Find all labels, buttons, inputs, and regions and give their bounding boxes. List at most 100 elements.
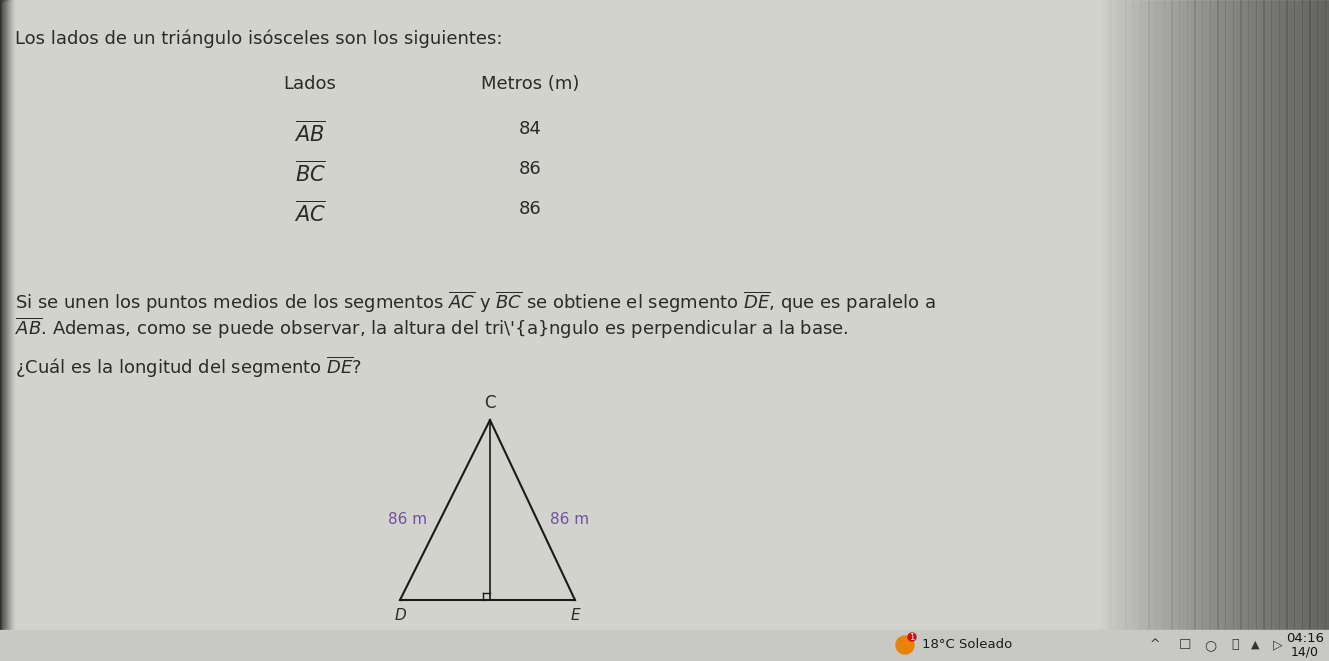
Bar	[1284, 0, 1285, 661]
Bar	[0, 0, 8, 661]
Bar	[0, 0, 3, 661]
Bar	[1305, 0, 1306, 661]
Bar	[1273, 0, 1275, 661]
Bar	[1280, 0, 1281, 661]
Bar	[1239, 0, 1241, 661]
Bar	[1288, 0, 1289, 661]
Bar	[0, 0, 8, 661]
Bar	[1212, 0, 1215, 661]
Bar	[1179, 0, 1180, 661]
Bar	[1294, 0, 1296, 661]
Bar	[1147, 0, 1148, 661]
Bar	[1110, 0, 1111, 661]
Bar	[1138, 0, 1139, 661]
Bar	[1205, 0, 1207, 661]
Bar	[1302, 0, 1304, 661]
Bar	[1163, 0, 1164, 661]
Text: 1: 1	[909, 633, 914, 641]
Bar	[1259, 0, 1260, 661]
Bar	[1286, 0, 1288, 661]
Bar	[1320, 0, 1321, 661]
Bar	[1208, 0, 1209, 661]
Bar	[1260, 0, 1261, 661]
Bar	[1261, 0, 1263, 661]
Bar	[1172, 0, 1174, 661]
Bar	[1298, 0, 1300, 661]
Bar	[1119, 0, 1122, 661]
Bar	[1297, 0, 1298, 661]
Bar	[0, 0, 3, 661]
Bar	[1300, 0, 1301, 661]
Bar	[1207, 0, 1208, 661]
Bar	[1244, 0, 1245, 661]
Bar	[0, 0, 11, 661]
Bar	[1212, 0, 1213, 661]
Bar	[1227, 0, 1228, 661]
Bar	[1114, 0, 1115, 661]
Text: ▲: ▲	[1251, 640, 1260, 650]
Bar	[0, 0, 1, 661]
Bar	[1243, 0, 1244, 661]
Bar	[1115, 0, 1116, 661]
Bar	[1256, 0, 1259, 661]
Bar	[1313, 0, 1314, 661]
Text: C: C	[484, 394, 496, 412]
Bar	[1268, 0, 1269, 661]
Bar	[1119, 0, 1120, 661]
Bar	[1159, 0, 1160, 661]
Bar	[1216, 0, 1217, 661]
Bar	[1310, 0, 1312, 661]
Text: 04:16: 04:16	[1286, 631, 1324, 644]
Bar	[0, 0, 7, 661]
Bar	[1184, 0, 1185, 661]
Bar	[1322, 0, 1324, 661]
Bar	[1123, 0, 1124, 661]
Bar	[0, 0, 5, 661]
Bar	[1221, 0, 1223, 661]
Bar	[1166, 0, 1167, 661]
Bar	[1187, 0, 1189, 661]
Bar	[1296, 0, 1297, 661]
Bar	[1120, 0, 1122, 661]
Bar	[1269, 0, 1271, 661]
Bar	[1265, 0, 1267, 661]
Bar	[1139, 0, 1140, 661]
Bar	[1185, 0, 1187, 661]
Bar	[0, 0, 4, 661]
Bar	[1281, 0, 1284, 661]
Bar	[1317, 0, 1318, 661]
Bar	[1235, 0, 1236, 661]
Bar	[1217, 0, 1219, 661]
Bar	[0, 0, 13, 661]
Bar	[1187, 0, 1188, 661]
Bar	[1204, 0, 1205, 661]
Bar	[1106, 0, 1107, 661]
Bar	[1128, 0, 1130, 661]
Bar	[1124, 0, 1126, 661]
Bar	[1278, 0, 1280, 661]
Bar	[1100, 0, 1102, 661]
Bar	[0, 0, 9, 661]
Text: Si se unen los puntos medios de los segmentos $\overline{AC}$ y $\overline{BC}$ : Si se unen los puntos medios de los segm…	[15, 290, 936, 315]
Bar	[1168, 0, 1170, 661]
Text: 14/0: 14/0	[1290, 646, 1318, 658]
Bar	[1160, 0, 1162, 661]
Bar	[0, 0, 12, 661]
Text: 86: 86	[518, 200, 541, 218]
Bar	[1204, 0, 1207, 661]
Bar	[1301, 0, 1302, 661]
Bar	[0, 0, 3, 661]
Bar	[1197, 0, 1199, 661]
Text: ¿Cuál es la longitud del segmento $\overline{DE}$?: ¿Cuál es la longitud del segmento $\over…	[15, 355, 361, 381]
Bar	[1122, 0, 1123, 661]
Text: $\overline{AB}$. Ademas, como se puede observar, la altura del tri\'{a}ngulo es : $\overline{AB}$. Ademas, como se puede o…	[15, 316, 849, 342]
Bar	[1231, 0, 1232, 661]
Text: $\overline{AB}$: $\overline{AB}$	[294, 120, 326, 145]
Text: D: D	[395, 608, 405, 623]
Bar	[1304, 0, 1305, 661]
Bar	[0, 0, 15, 661]
Bar	[0, 0, 7, 661]
Bar	[1232, 0, 1233, 661]
Bar	[1132, 0, 1134, 661]
Bar	[0, 0, 11, 661]
